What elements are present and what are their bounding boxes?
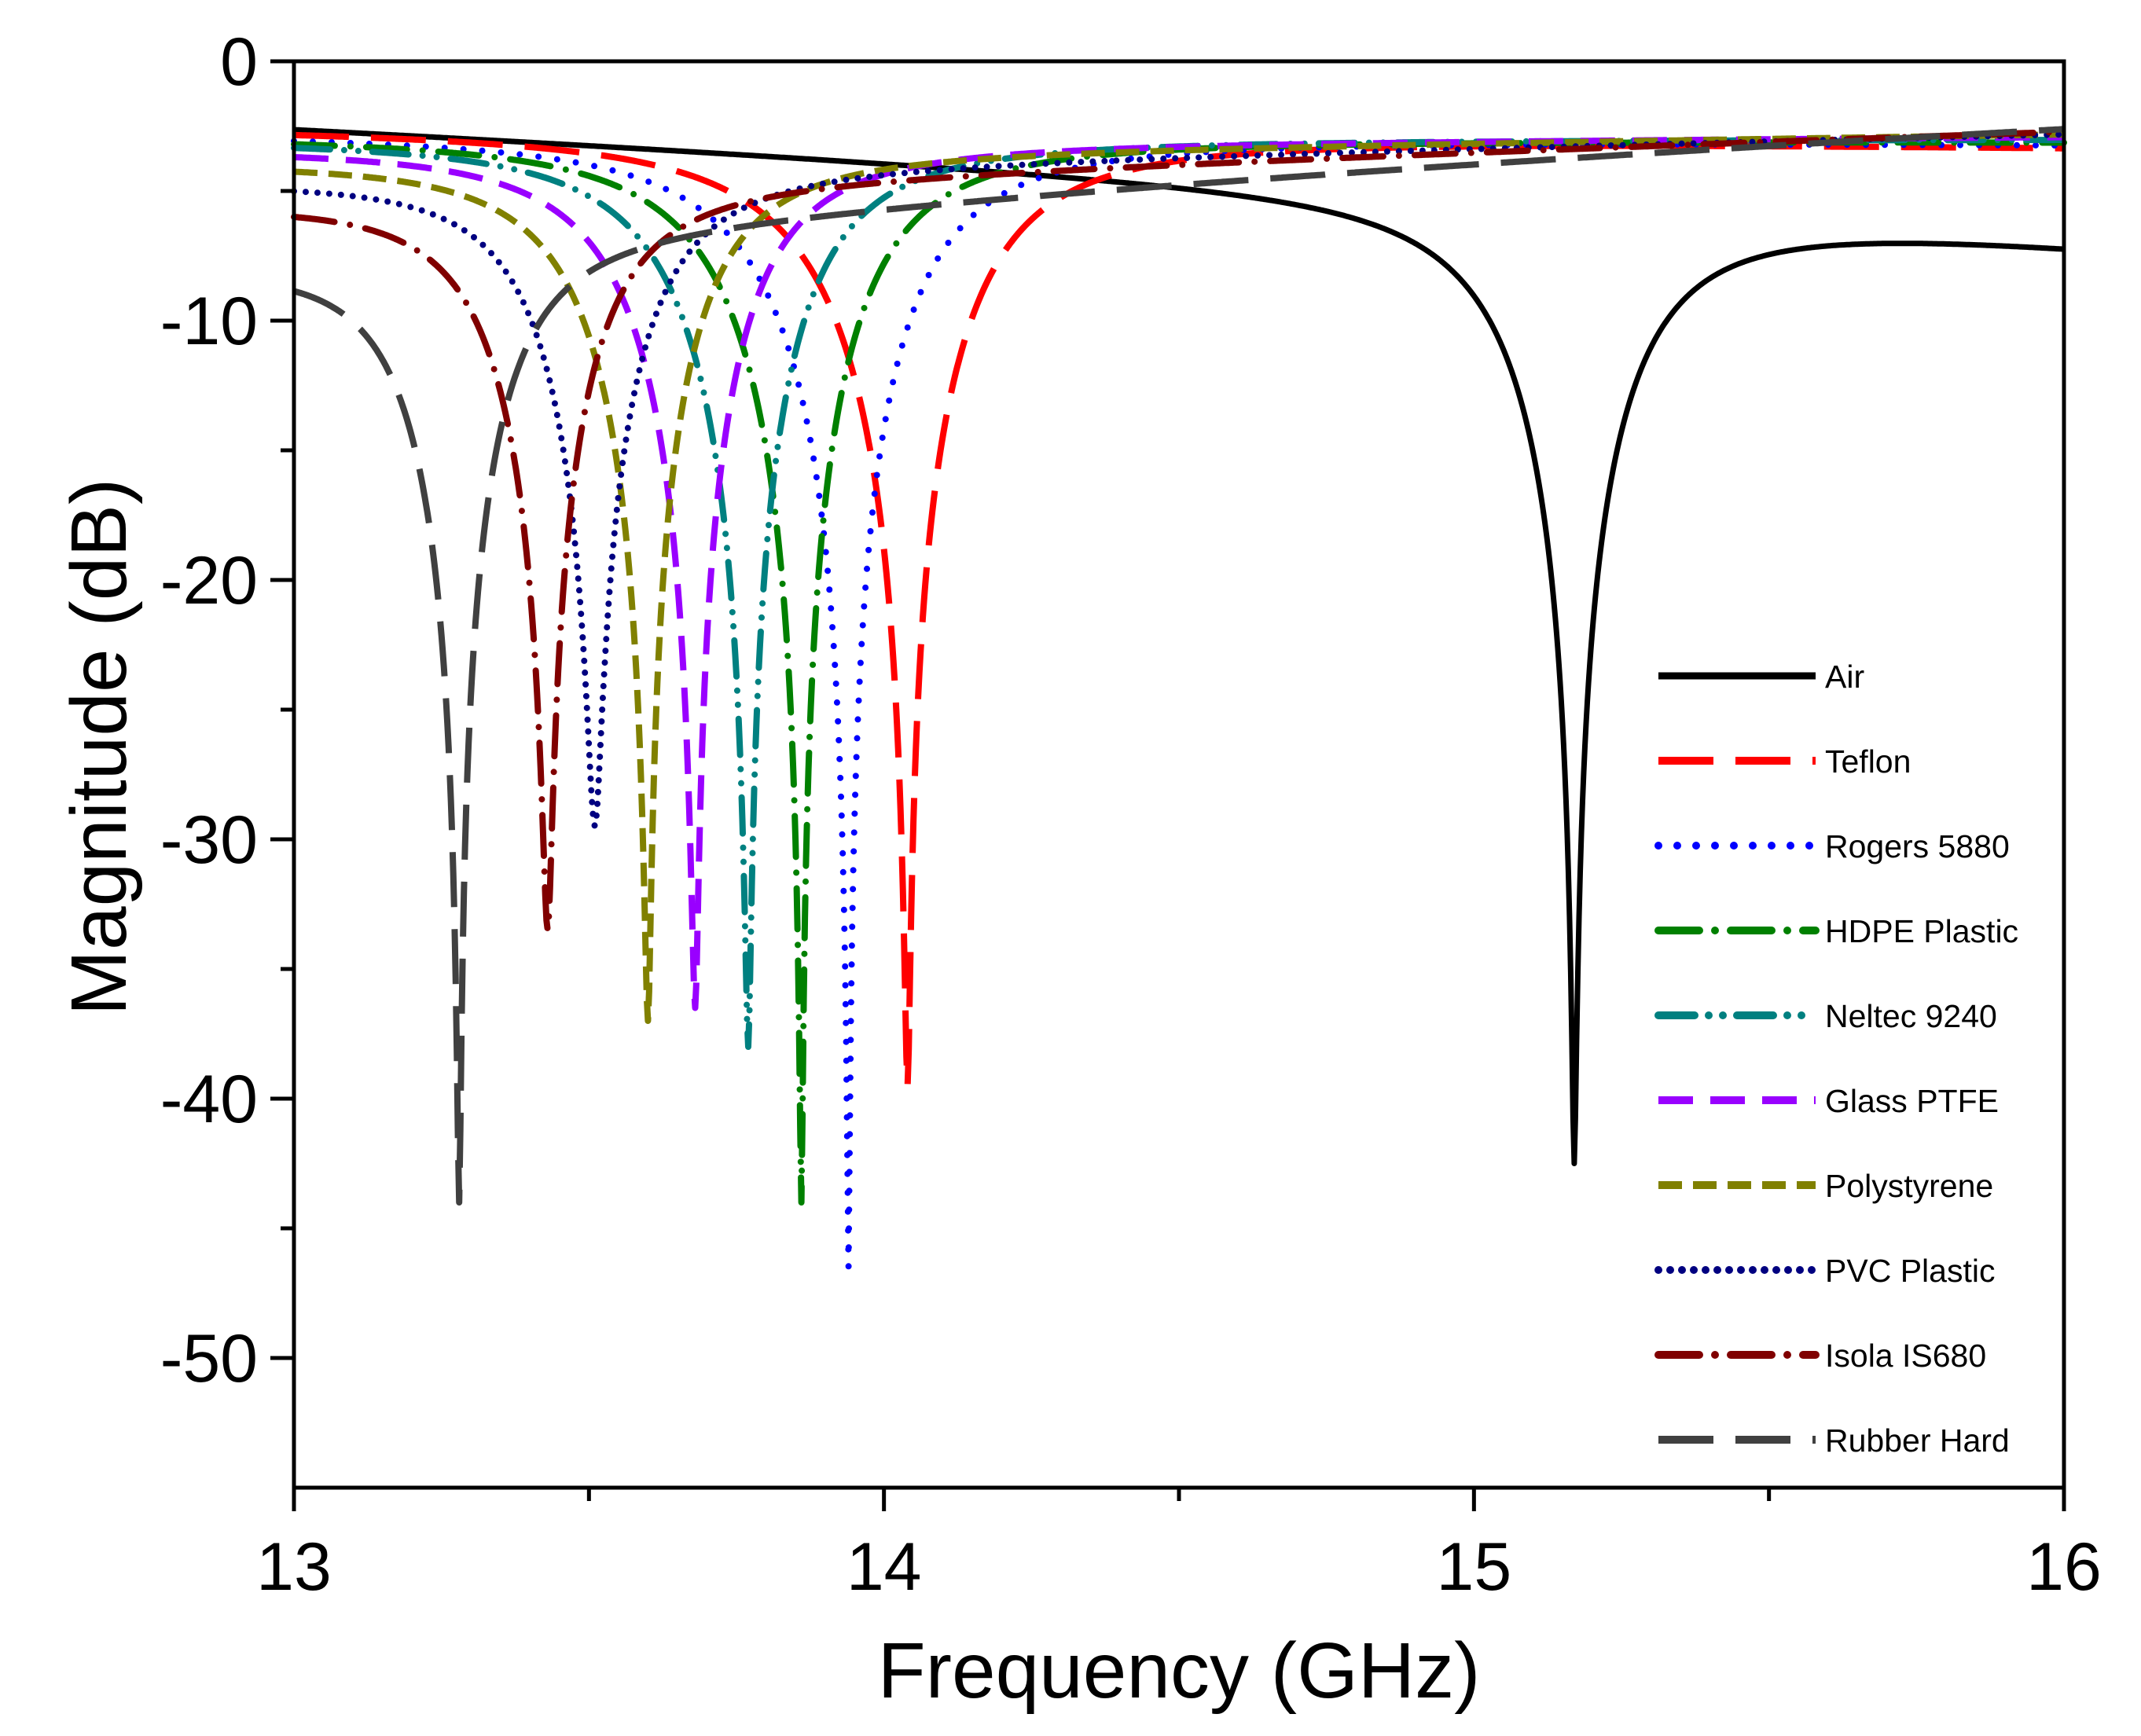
legend: Air Teflon Rogers 5880 HDPE Plastic Neltec 9…: [1654, 659, 2018, 1459]
y-axis-title: Magnitude (dB): [55, 479, 143, 1016]
tick-layer: 13 14 15 16 0 -10 -20 -30 -40 -50: [160, 24, 2102, 1605]
legend-label: Polystyrene: [1825, 1168, 1993, 1204]
y-tick-label: -50: [160, 1321, 258, 1397]
legend-item: Neltec 9240: [1654, 998, 1997, 1034]
legend-label: Neltec 9240: [1825, 998, 1997, 1034]
y-tick-label: -40: [160, 1062, 258, 1137]
legend-label: Air: [1825, 659, 1864, 695]
legend-label: Isola IS680: [1825, 1338, 1986, 1374]
series-line: [292, 127, 2066, 1166]
series-layer: [291, 126, 2067, 1271]
legend-item: Rubber Hard: [1658, 1422, 2010, 1459]
series-line: [292, 134, 2066, 1011]
legend-item: Polystyrene: [1658, 1168, 1993, 1204]
legend-item: HDPE Plastic: [1654, 913, 2018, 949]
legend-item: PVC Plastic: [1654, 1253, 1995, 1289]
legend-label: Rubber Hard: [1825, 1422, 2010, 1459]
y-tick-label: 0: [220, 24, 258, 100]
legend-label: PVC Plastic: [1825, 1253, 1995, 1289]
legend-item: Rogers 5880: [1654, 828, 2010, 864]
x-tick-label: 16: [2026, 1529, 2102, 1605]
x-tick-label: 13: [256, 1529, 332, 1605]
legend-item: Isola IS680: [1654, 1338, 1986, 1374]
legend-label: Teflon: [1825, 743, 1911, 780]
legend-item: Teflon: [1658, 743, 1911, 780]
legend-label: Rogers 5880: [1825, 828, 2010, 864]
y-tick-label: -30: [160, 802, 258, 878]
legend-item: Glass PTFE: [1658, 1083, 1999, 1119]
series-line: [291, 128, 2067, 934]
series-line: [292, 131, 2066, 1024]
x-axis-title: Frequency (GHz): [878, 1627, 1481, 1715]
legend-item: Air: [1658, 659, 1864, 695]
y-tick-label: -20: [160, 543, 258, 618]
y-tick-label: -10: [160, 284, 258, 359]
legend-label: Glass PTFE: [1825, 1083, 1999, 1119]
legend-label: HDPE Plastic: [1825, 913, 2018, 949]
series-line: [291, 131, 2067, 830]
series-line: [292, 126, 2066, 1206]
x-tick-label: 14: [846, 1529, 922, 1605]
x-tick-label: 15: [1436, 1529, 1511, 1605]
